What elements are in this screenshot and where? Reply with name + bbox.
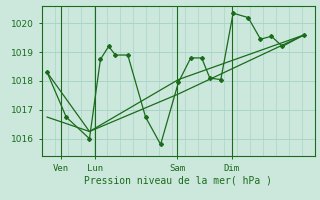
X-axis label: Pression niveau de la mer( hPa ): Pression niveau de la mer( hPa ) <box>84 175 272 185</box>
